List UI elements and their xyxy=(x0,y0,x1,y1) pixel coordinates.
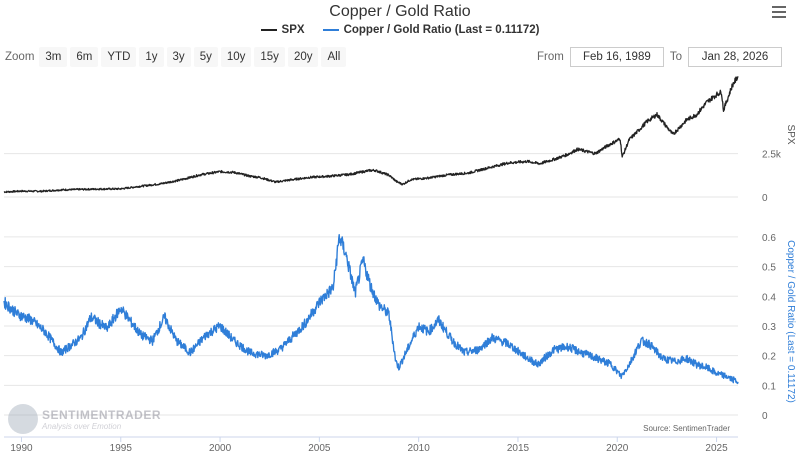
to-date-input[interactable]: Jan 28, 2026 xyxy=(688,47,782,67)
legend-swatch-spx xyxy=(260,29,277,31)
zoom-button-5y[interactable]: 5y xyxy=(193,47,218,67)
y-tick-label: 0.2 xyxy=(762,352,776,363)
watermark: SENTIMENTRADER Analysis over Emotion xyxy=(8,404,161,434)
y-tick-label: 0.5 xyxy=(762,263,776,274)
zoom-button-20y[interactable]: 20y xyxy=(287,47,319,67)
legend-label-copper-gold: Copper / Gold Ratio (Last = 0.11172) xyxy=(343,24,540,36)
source-note: Source: SentimenTrader xyxy=(643,424,730,433)
x-tick-label: 1995 xyxy=(110,443,133,454)
y-tick-label: 0.6 xyxy=(762,233,776,244)
y-axis-title: SPX xyxy=(785,124,796,144)
y-tick-label: 0 xyxy=(762,193,768,204)
legend-label-spx: SPX xyxy=(281,24,305,36)
zoom-button-6m[interactable]: 6m xyxy=(70,47,99,67)
legend-item-copper-gold[interactable]: Copper / Gold Ratio (Last = 0.11172) xyxy=(322,24,540,36)
y-tick-label: 0 xyxy=(762,411,768,422)
x-tick-label: 2025 xyxy=(705,443,728,454)
zoom-button-1y[interactable]: 1y xyxy=(139,47,164,67)
zoom-button-3m[interactable]: 3m xyxy=(39,47,68,67)
from-label: From xyxy=(537,51,564,63)
zoom-button-ytd[interactable]: YTD xyxy=(101,47,137,67)
x-tick-label: 2005 xyxy=(308,443,331,454)
y-tick-label: 2.5k xyxy=(762,150,782,161)
y-tick-label: 0.4 xyxy=(762,292,776,303)
y-tick-label: 0.1 xyxy=(762,381,776,392)
watermark-tagline: Analysis over Emotion xyxy=(42,421,122,431)
zoom-button-10y[interactable]: 10y xyxy=(220,47,252,67)
legend-swatch-copper-gold xyxy=(322,29,339,31)
zoom-bar: Zoom 3m 6m YTD 1y 3y 5y 10y 15y 20y All xyxy=(5,47,347,67)
y-tick-label: 0.3 xyxy=(762,322,776,333)
date-range-selector: From Feb 16, 1989 To Jan 28, 2026 xyxy=(537,47,782,67)
to-label: To xyxy=(669,51,682,63)
x-tick-label: 1990 xyxy=(10,443,33,454)
x-tick-label: 2000 xyxy=(209,443,232,454)
y-axis-title: Copper / Gold Ratio (Last = 0.11172) xyxy=(785,240,796,403)
zoom-button-3y[interactable]: 3y xyxy=(166,47,191,67)
legend: SPX Copper / Gold Ratio (Last = 0.11172) xyxy=(0,24,800,36)
watermark-brand: SENTIMENTRADER xyxy=(42,407,162,422)
zoom-button-all[interactable]: All xyxy=(321,47,347,67)
series-line-copper-gold-ratio xyxy=(3,234,739,385)
chart-title: Copper / Gold Ratio xyxy=(329,3,471,20)
legend-item-spx[interactable]: SPX xyxy=(260,24,305,36)
watermark-logo-icon xyxy=(8,404,38,434)
x-tick-label: 2020 xyxy=(606,443,629,454)
zoom-label: Zoom xyxy=(5,51,35,63)
x-tick-label: 2015 xyxy=(507,443,530,454)
zoom-button-15y[interactable]: 15y xyxy=(254,47,285,67)
from-date-input[interactable]: Feb 16, 1989 xyxy=(569,47,664,67)
x-tick-label: 2010 xyxy=(408,443,431,454)
series-line-spx xyxy=(3,76,739,194)
chart-menu-icon[interactable] xyxy=(772,6,786,18)
